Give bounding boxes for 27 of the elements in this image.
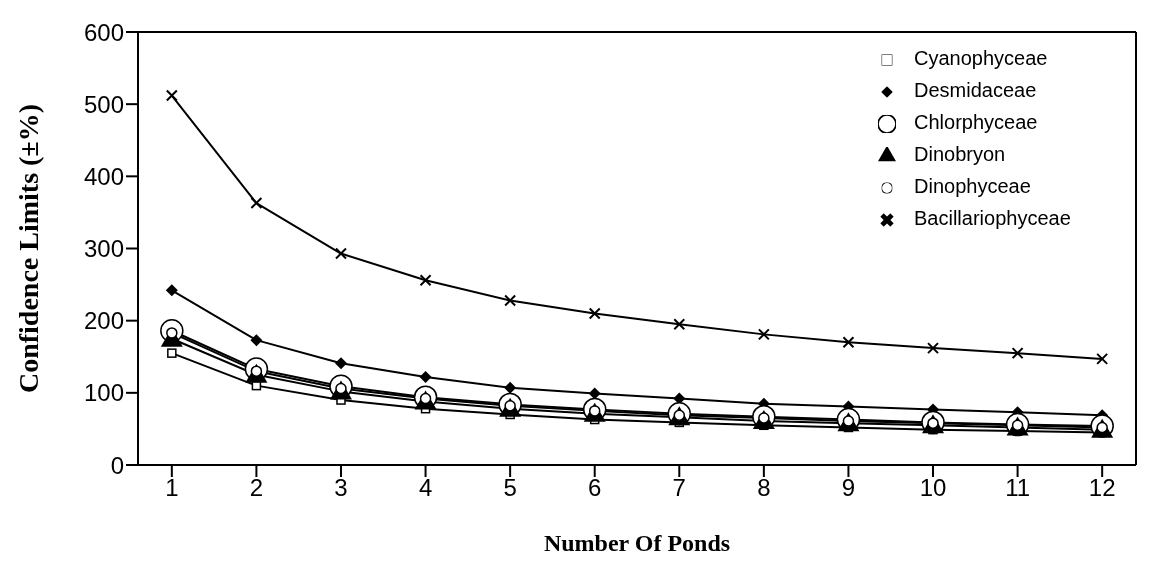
legend-label: Dinobryon — [914, 143, 1006, 165]
y-tick-label: 100 — [83, 379, 124, 407]
x-tick-label: 6 — [588, 474, 602, 502]
y-tick-label: 600 — [83, 18, 124, 46]
y-tick-label: 400 — [83, 162, 124, 190]
y-tick-label: 500 — [83, 90, 124, 118]
x-tick-label: 4 — [418, 474, 433, 502]
x-tick-label: 9 — [841, 474, 856, 502]
y-tick-label: 300 — [83, 235, 124, 263]
x-tick-label: 8 — [757, 474, 771, 502]
y-tick-label: 0 — [110, 451, 124, 479]
legend-label: Chlorphyceae — [914, 111, 1038, 133]
x-axis-title: Number Of Ponds — [543, 530, 731, 556]
x-tick-label: 7 — [672, 474, 686, 502]
y-axis-title: Confidence Limits (±%) — [12, 103, 44, 394]
legend-label: Bacillariophyceae — [914, 207, 1071, 229]
x-tick-label: 1 — [165, 474, 179, 502]
x-tick-label: 11 — [1005, 474, 1031, 502]
x-tick-label: 5 — [503, 474, 517, 502]
x-tick-label: 2 — [249, 474, 264, 502]
legend-label: Desmidaceae — [914, 79, 1037, 101]
x-tick-label: 10 — [919, 474, 947, 502]
y-tick-label: 200 — [83, 307, 124, 335]
x-tick-label: 3 — [334, 474, 348, 502]
legend-label: Cyanophyceae — [914, 47, 1048, 69]
legend-label: Dinophyceae — [914, 175, 1031, 197]
x-tick-label: 12 — [1088, 474, 1116, 502]
